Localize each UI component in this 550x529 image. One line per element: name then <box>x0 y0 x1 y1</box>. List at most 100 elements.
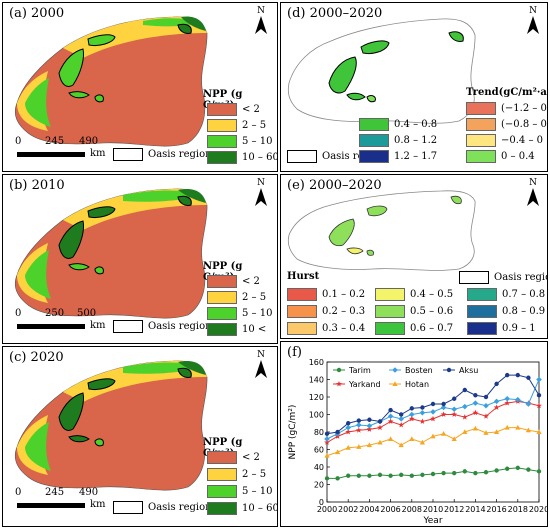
data-point <box>525 427 531 433</box>
legend-label: 0.4 – 0.5 <box>410 289 454 300</box>
data-point <box>473 470 478 476</box>
scale-tick: 245 <box>45 136 65 147</box>
data-point <box>366 426 373 432</box>
data-point <box>526 467 531 472</box>
panel-b-title: (b) 2010 <box>9 178 65 193</box>
data-point <box>366 423 373 429</box>
series-line <box>326 427 540 457</box>
y-tick-label: 100 <box>309 411 324 420</box>
panel-d-legend-title: Trend(gC/m²·a) <box>466 87 548 98</box>
data-point <box>483 402 489 409</box>
legend-label: 0.2 – 0.3 <box>322 306 366 317</box>
legend-label: 0.9 – 1 <box>502 323 536 334</box>
legend-swatch <box>375 322 405 335</box>
data-point <box>462 469 467 474</box>
data-point <box>472 425 478 431</box>
data-point <box>446 367 452 373</box>
data-point <box>430 415 436 422</box>
legend-label: (−1.2 – 0.8) <box>501 103 547 114</box>
x-tick-label: 2014 <box>465 505 485 514</box>
x-tick-label: 2020 <box>529 505 547 514</box>
data-point <box>430 433 436 439</box>
data-point <box>420 405 425 410</box>
legend-label: 0.3 – 0.4 <box>322 323 366 334</box>
data-point <box>494 468 499 473</box>
data-point <box>430 471 436 477</box>
legend-label: 0.8 – 1.2 <box>394 135 438 146</box>
data-point <box>441 430 447 436</box>
data-point <box>430 409 436 415</box>
legend-item: 2 – 5 <box>207 291 266 304</box>
legend-swatch <box>207 135 237 148</box>
legend-item: (−1.2 – 0.8) <box>466 102 547 115</box>
data-point <box>440 404 447 411</box>
panel-e-legend-title: Hurst <box>287 271 320 282</box>
legend-swatch <box>207 485 237 498</box>
legend-item: 10 – 60 <box>207 151 278 164</box>
legend-label: 10 – 60 <box>242 152 278 163</box>
data-point <box>356 422 362 428</box>
legend-label: Aksu <box>459 366 478 375</box>
data-point <box>536 469 542 474</box>
x-tick-label: 2004 <box>359 505 379 514</box>
basin-outline <box>287 190 476 271</box>
legend-item: 0.4 – 0.8 <box>359 118 437 131</box>
x-tick-label: 2018 <box>508 505 528 514</box>
data-point <box>483 430 489 435</box>
legend-label: Bosten <box>405 366 433 375</box>
legend-item: 10 < <box>207 323 266 336</box>
panel-e-title: (e) 2000–2020 <box>287 178 382 193</box>
data-point <box>462 429 468 434</box>
legend-item: 0.5 – 0.6 <box>375 305 453 318</box>
x-tick-label: 2000 <box>317 505 337 514</box>
legend-label: −0.4 – 0 <box>501 135 544 146</box>
data-point <box>536 393 542 398</box>
data-point <box>451 411 458 417</box>
panel-f-title: (f) <box>287 345 302 360</box>
data-point <box>536 429 542 434</box>
legend-label: 2 – 5 <box>242 469 267 480</box>
x-tick-label: 2002 <box>338 505 358 514</box>
data-point <box>504 400 511 406</box>
legend-label: 0.1 – 0.2 <box>322 289 366 300</box>
legend-label: 10 < <box>242 324 267 335</box>
data-point <box>367 417 372 422</box>
data-point <box>494 381 499 387</box>
scale-unit: km <box>90 499 106 510</box>
data-point <box>493 398 500 405</box>
data-point <box>526 375 531 380</box>
legend-swatch <box>207 291 237 304</box>
scale-unit: km <box>90 320 106 331</box>
legend-swatch <box>287 322 317 335</box>
panel-a-title: (a) 2000 <box>9 6 65 21</box>
scale-tick: 500 <box>77 308 97 319</box>
scale-tick: 250 <box>45 308 65 319</box>
data-point <box>525 401 532 407</box>
data-point <box>335 449 341 455</box>
data-point <box>387 413 394 420</box>
scale-tick: 0 <box>15 487 22 498</box>
oasis-legend-item: Oasis region <box>113 501 212 514</box>
legend-item: < 2 <box>207 275 260 288</box>
legend-swatch <box>359 134 389 147</box>
data-point <box>336 367 342 373</box>
data-point <box>346 473 351 478</box>
x-tick-label: 2008 <box>402 505 422 514</box>
x-tick-label: 2010 <box>423 505 443 514</box>
data-point <box>536 376 542 383</box>
legend-item: 0.4 – 0.5 <box>375 288 453 301</box>
legend-label: Yarkand <box>348 380 381 389</box>
legend-label: 5 – 10 <box>242 486 273 497</box>
data-point <box>452 470 457 476</box>
data-point <box>493 404 500 410</box>
legend-label: 2 – 5 <box>242 292 267 303</box>
legend-swatch <box>207 307 237 320</box>
legend-item: 0.1 – 0.2 <box>287 288 365 301</box>
basin-outline <box>287 18 476 124</box>
map-hurst <box>287 190 476 271</box>
legend-swatch <box>287 305 317 318</box>
map-npp-2000 <box>14 16 208 147</box>
data-point <box>462 387 467 393</box>
tarim-basin-shape <box>14 188 208 319</box>
legend-label: 0.7 – 0.8 <box>502 289 546 300</box>
